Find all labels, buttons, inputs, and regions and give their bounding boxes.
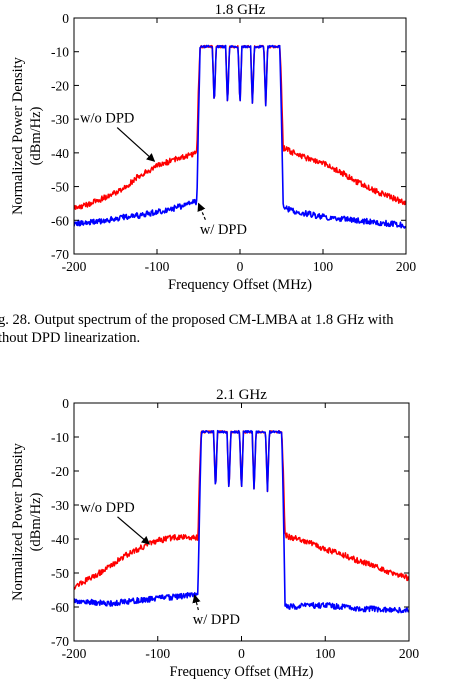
annotation-label-with-dpd: w/ DPD: [200, 222, 247, 238]
spectrum-chart-1-8ghz: 1.8 GHz -200 -100 0 100 200 0 -10 -20 -30 -40 -50 -6…: [10, 2, 417, 293]
spectrum-plot-1-8ghz: 1.8 GHz -200 -100 0 100 200 0 -10 -20 -30 -40 -50 -6…: [0, 0, 474, 300]
x-axis-label: Frequency Offset (MHz): [168, 277, 312, 293]
y-tick-label: 0: [62, 11, 69, 26]
y-tick-label: 0: [62, 396, 69, 411]
annotation-label-without-dpd: w/o DPD: [80, 111, 134, 127]
annotation-label-with-dpd: w/ DPD: [193, 612, 240, 628]
y-tick-label: -20: [51, 464, 69, 479]
x-tick-label: -100: [145, 259, 170, 274]
series-line-w-o-dpd: [74, 44, 406, 210]
annotation-label-without-dpd: w/o DPD: [80, 500, 134, 516]
x-axis-label: Frequency Offset (MHz): [170, 664, 314, 680]
x-tick-label: 200: [396, 259, 417, 274]
annotation-arrow-without-dpd: [116, 127, 156, 162]
x-tick-label: 200: [399, 646, 420, 661]
y-tick-label: -70: [51, 634, 69, 649]
plot-area: [74, 44, 406, 229]
annotation-arrow-with-dpd: [197, 202, 206, 221]
spectrum-chart-2-1ghz: 2.1 GHz -200 -100 0 100 200 0 -10 -20 -30 -40 -50 -6…: [10, 387, 420, 680]
annotation-arrow-without-dpd: [117, 516, 151, 545]
x-tick-label: 100: [315, 646, 336, 661]
y-tick-label: -50: [51, 180, 69, 195]
plot-area: [74, 429, 409, 614]
y-tick-label: -30: [51, 112, 69, 127]
y-axis-label-line-1: Normalized Power Density: [10, 56, 26, 215]
y-tick-label: -60: [51, 213, 69, 228]
y-tick-label: -40: [51, 146, 69, 161]
annotation-arrow-with-dpd: [192, 594, 201, 611]
x-tick-label: 0: [238, 646, 245, 661]
chart-title: 1.8 GHz: [215, 2, 266, 18]
y-tick-label: -10: [51, 430, 69, 445]
y-tick-label: -20: [51, 78, 69, 93]
chart-title: 2.1 GHz: [216, 387, 267, 403]
y-axis-label-line-2: (dBm/Hz): [28, 492, 44, 551]
x-tick-label: 0: [237, 259, 244, 274]
caption-line-1: g. 28. Output spectrum of the proposed C…: [0, 312, 394, 328]
x-tick-label: -100: [145, 646, 170, 661]
y-axis-label-line-2: (dBm/Hz): [28, 106, 44, 165]
y-tick-label: -10: [51, 45, 69, 60]
x-tick-label: -200: [62, 646, 87, 661]
y-tick-label: -50: [51, 566, 69, 581]
figure-caption: g. 28. Output spectrum of the proposed C…: [0, 311, 474, 347]
series-line-w-dpd: [74, 429, 409, 614]
y-tick-label: -70: [51, 247, 69, 262]
y-axis-label-line-1: Normalized Power Density: [10, 442, 26, 601]
y-tick-label: -40: [51, 532, 69, 547]
x-tick-label: -200: [62, 259, 87, 274]
series-line-w-dpd: [74, 44, 406, 229]
x-tick-label: 100: [313, 259, 334, 274]
caption-line-2: thout DPD linearization.: [0, 330, 141, 346]
y-tick-label: -60: [51, 600, 69, 615]
spectrum-plot-2-1ghz: 2.1 GHz -200 -100 0 100 200 0 -10 -20 -30 -40 -50 -6…: [0, 385, 474, 690]
y-tick-label: -30: [51, 498, 69, 513]
